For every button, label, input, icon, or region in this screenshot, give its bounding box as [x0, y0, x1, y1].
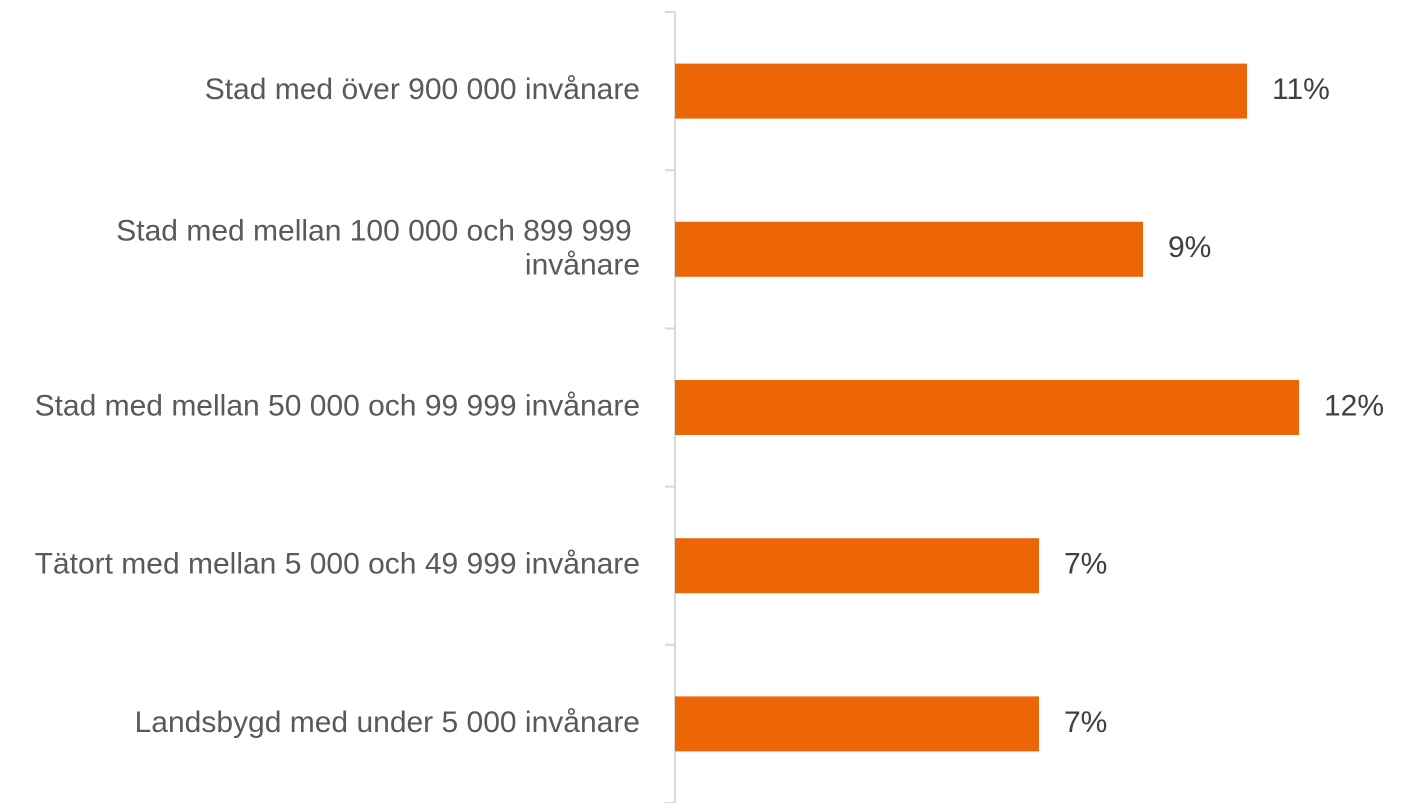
- value-label: 12%: [1324, 389, 1384, 422]
- category-label: Tätort med mellan 5 000 och 49 999 invån…: [35, 548, 640, 581]
- category-label: Stad med mellan 100 000 och 899 999 invå…: [116, 214, 640, 281]
- bar: [675, 380, 1299, 435]
- category-label: Stad med mellan 50 000 och 99 999 invåna…: [35, 389, 640, 422]
- bar: [675, 538, 1039, 594]
- value-label: 11%: [1272, 73, 1330, 106]
- value-label: 9%: [1168, 231, 1211, 264]
- bar: [675, 696, 1039, 752]
- value-label: 7%: [1064, 548, 1107, 581]
- bar: [675, 221, 1143, 277]
- category-label: Landsbygd med under 5 000 invånare: [135, 706, 640, 739]
- value-label: 7%: [1064, 706, 1107, 739]
- category-label: Stad med över 900 000 invånare: [205, 73, 640, 106]
- bar: [675, 63, 1247, 119]
